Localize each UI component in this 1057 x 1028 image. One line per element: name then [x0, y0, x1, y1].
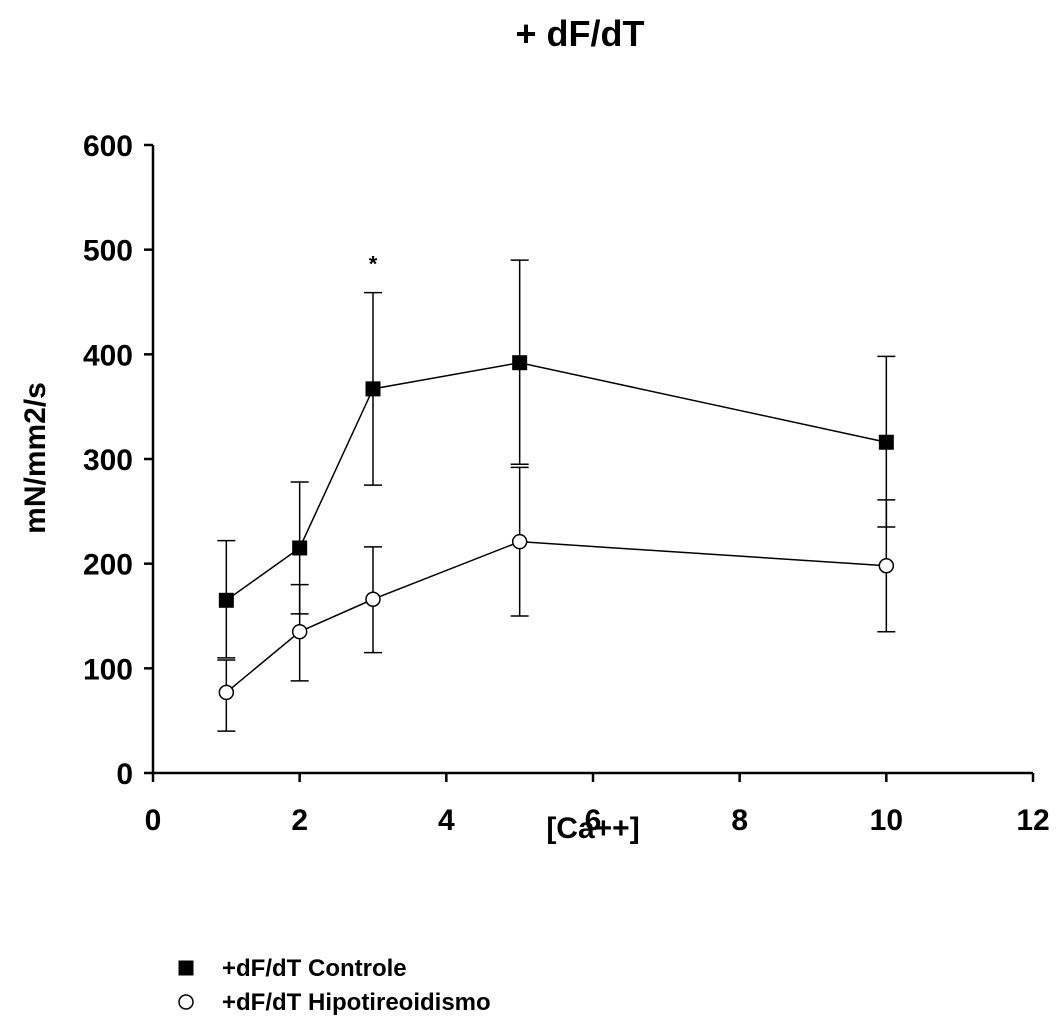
data-point-series-0 — [512, 355, 528, 371]
data-point-series-1 — [218, 684, 235, 701]
y-tick-label: 200 — [83, 549, 133, 582]
data-point-series-0 — [218, 592, 234, 608]
data-point-series-0 — [365, 381, 381, 397]
legend-label-0: +dF/dT Controle — [222, 955, 407, 982]
x-tick-label: 10 — [870, 804, 903, 837]
y-tick-label: 100 — [83, 653, 133, 686]
x-tick-label: 2 — [291, 804, 308, 837]
data-point-series-1 — [365, 591, 381, 608]
legend-label-1: +dF/dT Hipotireoidismo — [222, 989, 491, 1016]
series-line-1 — [225, 540, 887, 693]
x-tick-label: 6 — [585, 804, 602, 837]
x-tick-label: 8 — [731, 804, 748, 837]
legend: +dF/dT Controle +dF/dT Hipotireoidismo — [178, 955, 491, 1016]
chart-title: + dF/dT — [516, 13, 645, 54]
y-tick-label: 500 — [83, 235, 133, 268]
x-tick-label: 12 — [1016, 804, 1049, 837]
series-line-0 — [225, 361, 887, 601]
significance-annotation: * — [369, 252, 378, 277]
legend-marker-1 — [178, 994, 194, 1010]
x-tick-label: 4 — [438, 804, 455, 837]
y-tick-label: 600 — [83, 130, 133, 163]
y-tick-label: 0 — [116, 758, 133, 791]
data-point-series-1 — [291, 623, 308, 640]
y-axis-label: mN/mm2/s — [19, 382, 52, 534]
x-axis-label: [Ca++] — [546, 812, 639, 845]
data-point-series-1 — [878, 558, 895, 574]
data-point-series-1 — [511, 533, 528, 550]
legend-marker-0 — [178, 960, 194, 976]
x-tick-label: 0 — [145, 804, 162, 837]
y-tick-label: 300 — [83, 444, 133, 477]
data-point-series-0 — [292, 540, 308, 556]
y-tick-label: 400 — [83, 339, 133, 372]
plot-area: 0 100 200 300 400 500 600 0 2 4 6 8 10 12 * — [83, 130, 1050, 837]
data-point-series-0 — [878, 434, 894, 450]
